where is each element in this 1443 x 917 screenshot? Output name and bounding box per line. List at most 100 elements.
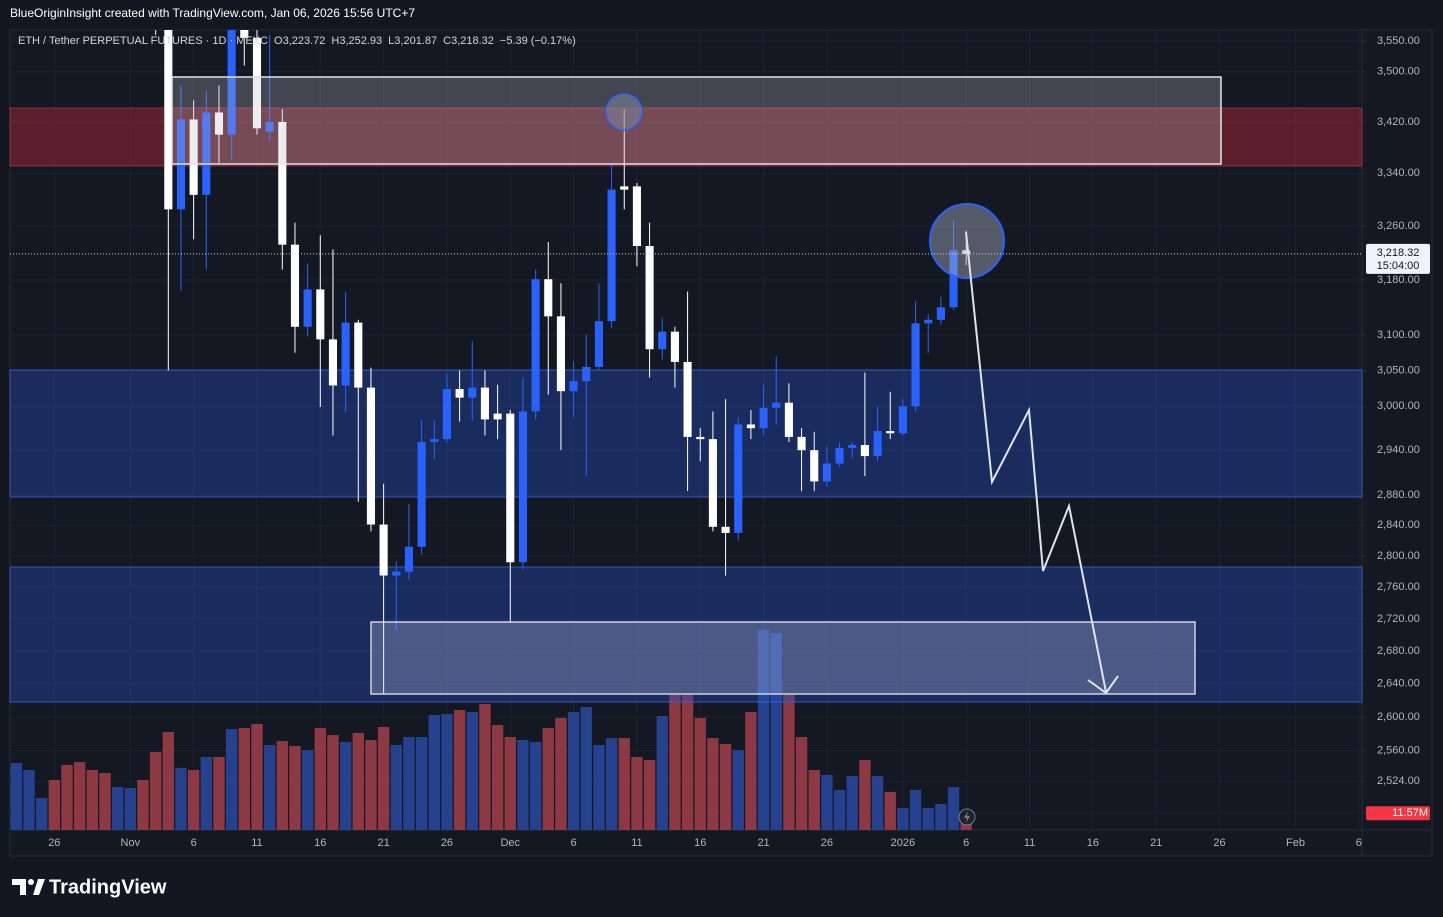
- volume-bar: [466, 711, 478, 830]
- candle-body: [430, 439, 439, 443]
- candle-body: [227, 30, 236, 135]
- candle-body: [721, 526, 730, 533]
- x-tick-label: 21: [1150, 837, 1162, 849]
- volume-bar: [529, 741, 542, 830]
- volume-label: 11.57M: [1392, 807, 1428, 819]
- volume-bar: [441, 714, 453, 830]
- candle-body: [949, 250, 958, 308]
- alert-icon-bolt[interactable]: [964, 811, 970, 823]
- logo-mark: [33, 879, 45, 895]
- candle-body: [822, 463, 831, 482]
- header: BlueOriginInsight created with TradingVi…: [10, 6, 415, 20]
- volume-bar: [73, 762, 86, 830]
- x-tick-label: 26: [441, 837, 453, 849]
- volume-bar: [605, 738, 618, 830]
- volume-bar: [922, 808, 934, 830]
- last-price-label: 3,218.32: [1377, 247, 1420, 259]
- x-tick-label: 26: [48, 837, 60, 849]
- candle-body: [873, 431, 882, 457]
- volume-bar: [567, 711, 580, 830]
- x-tick-label: Dec: [500, 837, 520, 849]
- y-tick-label: 2,940.00: [1377, 444, 1420, 456]
- y-tick-label: 2,560.00: [1377, 744, 1420, 756]
- volume-bar: [415, 737, 428, 830]
- volume-bar: [732, 750, 744, 830]
- symbol: ETH / Tether PERPETUAL FUTURES · 1D · ME…: [18, 35, 268, 47]
- volume-bar: [669, 694, 681, 830]
- candle-body: [860, 445, 869, 457]
- x-tick-label: 16: [314, 837, 326, 849]
- volume-bar: [61, 764, 73, 830]
- legend-value: 3,252.93: [339, 35, 382, 47]
- legend-key: C: [443, 35, 451, 47]
- candle-body: [366, 387, 376, 525]
- y-tick-label: 3,500.00: [1377, 66, 1420, 78]
- y-tick-label: 2,524.00: [1377, 775, 1420, 787]
- volume-bar: [162, 731, 175, 830]
- volume-bar: [289, 745, 301, 830]
- y-tick-label: 3,550.00: [1377, 35, 1420, 47]
- candle-body: [556, 316, 565, 392]
- candle-body: [303, 289, 312, 327]
- x-tick-label: 11: [251, 837, 262, 849]
- volume-bar: [352, 732, 364, 830]
- volume-bar: [504, 737, 516, 830]
- alert-icon[interactable]: [958, 808, 976, 826]
- candle-body: [848, 445, 857, 448]
- volume-bar: [681, 694, 694, 830]
- y-tick-label: 3,420.00: [1377, 116, 1420, 128]
- candle-body: [214, 112, 224, 135]
- candle-body: [670, 331, 679, 362]
- candle-body: [442, 389, 451, 440]
- candle-body: [240, 30, 249, 38]
- footer-logo: TradingView: [12, 876, 167, 898]
- volume-bar: [643, 760, 656, 830]
- volume-bar: [770, 633, 782, 830]
- candle-body: [531, 279, 540, 412]
- volume-bar: [377, 727, 390, 830]
- y-tick-label: 2,760.00: [1377, 581, 1420, 593]
- volume-bar: [479, 704, 491, 830]
- candle-body: [797, 436, 806, 451]
- candle-body: [518, 411, 527, 563]
- candle-body: [506, 413, 515, 563]
- y-tick-label: 3,100.00: [1377, 329, 1420, 341]
- volume-bar: [618, 738, 630, 830]
- volume-bar: [694, 717, 706, 830]
- candle-body: [455, 389, 464, 398]
- volume-bar: [390, 744, 402, 830]
- candle-body: [734, 424, 743, 533]
- x-tick-label: 11: [631, 837, 642, 849]
- volume-bar: [555, 717, 567, 830]
- candle-body: [645, 246, 654, 350]
- volume-bar: [276, 741, 288, 830]
- candle-body: [810, 450, 819, 482]
- volume-bar: [821, 775, 833, 830]
- candle-body: [924, 319, 933, 324]
- candle-body: [265, 121, 274, 132]
- candle-body: [696, 436, 705, 440]
- x-tick-label: 6: [963, 837, 969, 849]
- y-tick-label: 3,340.00: [1377, 167, 1420, 179]
- candle-body: [582, 366, 591, 382]
- y-tick-label: 3,180.00: [1377, 274, 1420, 286]
- volume-bar: [884, 791, 896, 830]
- legend-key: L: [388, 35, 394, 47]
- volume-bar: [935, 803, 947, 830]
- x-tick-label: 2026: [891, 837, 915, 849]
- volume-pane: [10, 630, 972, 830]
- x-tick-label: 6: [191, 837, 197, 849]
- range-box: [171, 76, 1222, 165]
- y-tick-label: 2,640.00: [1377, 678, 1420, 690]
- candle-body: [341, 322, 350, 386]
- volume-bar: [365, 740, 377, 830]
- volume-bar: [871, 776, 884, 830]
- volume-bar: [808, 769, 820, 830]
- last-price-box: [1366, 243, 1430, 274]
- volume-bar: [175, 767, 187, 830]
- x-tick-label: 6: [1356, 837, 1362, 849]
- x-tick-label: 26: [1213, 837, 1225, 849]
- volume-bar: [251, 723, 263, 830]
